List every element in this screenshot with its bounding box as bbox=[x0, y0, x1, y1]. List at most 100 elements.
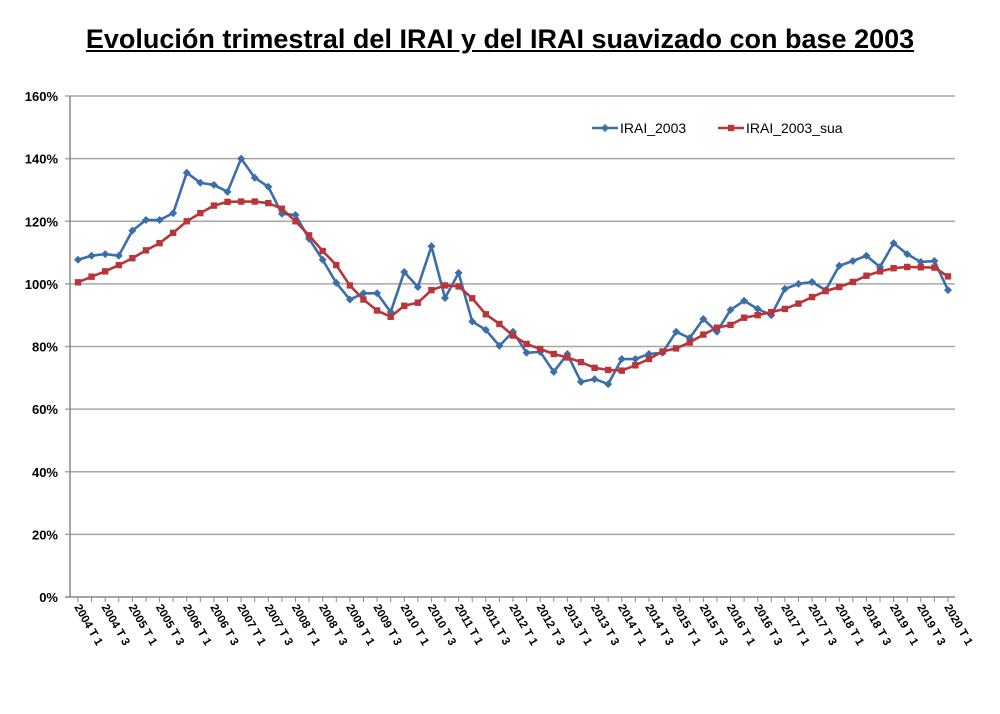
data-point bbox=[700, 331, 707, 338]
y-tick-label: 40% bbox=[32, 465, 58, 480]
data-point bbox=[549, 367, 558, 376]
data-point bbox=[373, 289, 382, 298]
data-point bbox=[780, 284, 789, 293]
data-point bbox=[849, 278, 857, 286]
data-point bbox=[142, 247, 150, 254]
data-point bbox=[224, 198, 231, 206]
data-point bbox=[74, 279, 82, 286]
data-point bbox=[223, 187, 232, 196]
data-point bbox=[726, 305, 735, 314]
data-point bbox=[87, 251, 96, 260]
data-point bbox=[944, 273, 952, 280]
data-point bbox=[618, 367, 625, 374]
data-point bbox=[944, 286, 952, 295]
y-tick-label: 100% bbox=[25, 277, 59, 292]
data-point bbox=[794, 279, 803, 288]
data-point bbox=[930, 257, 939, 266]
data-point bbox=[196, 178, 205, 187]
data-point bbox=[414, 299, 422, 306]
data-point bbox=[903, 250, 912, 259]
data-point bbox=[795, 300, 802, 307]
data-point bbox=[156, 239, 163, 247]
data-point bbox=[264, 182, 273, 191]
legend-label: IRAI_2003_sua bbox=[746, 120, 843, 136]
data-point bbox=[550, 350, 557, 358]
data-point bbox=[645, 355, 653, 363]
data-point bbox=[495, 341, 504, 350]
data-point bbox=[333, 261, 340, 269]
data-point bbox=[400, 267, 409, 276]
data-point bbox=[360, 296, 367, 303]
data-point bbox=[808, 277, 817, 286]
data-point bbox=[469, 295, 476, 302]
data-point bbox=[536, 345, 544, 353]
data-point bbox=[210, 202, 218, 209]
data-point bbox=[454, 268, 463, 277]
data-point bbox=[332, 278, 341, 287]
data-point bbox=[768, 308, 775, 316]
y-tick-label: 60% bbox=[32, 402, 58, 417]
data-point bbox=[808, 293, 816, 301]
data-point bbox=[740, 296, 749, 305]
data-point bbox=[604, 366, 612, 374]
legend-marker bbox=[601, 124, 609, 132]
data-point bbox=[441, 293, 450, 302]
data-point bbox=[292, 218, 299, 225]
data-point bbox=[753, 304, 762, 313]
data-point bbox=[754, 311, 761, 319]
data-point bbox=[359, 289, 368, 298]
data-point bbox=[863, 272, 870, 279]
data-point bbox=[345, 295, 354, 304]
data-point bbox=[115, 261, 122, 269]
data-point bbox=[713, 324, 721, 331]
data-point bbox=[209, 180, 218, 189]
y-tick-label: 160% bbox=[25, 89, 59, 104]
data-point bbox=[455, 283, 462, 290]
data-point bbox=[251, 198, 258, 205]
data-point bbox=[413, 283, 422, 292]
data-point bbox=[482, 311, 490, 318]
data-point bbox=[617, 355, 626, 364]
data-point bbox=[632, 362, 639, 369]
y-tick-label: 80% bbox=[32, 340, 58, 355]
data-point bbox=[101, 250, 110, 259]
data-point bbox=[631, 355, 640, 364]
legend-marker bbox=[728, 124, 735, 132]
data-point bbox=[822, 287, 829, 295]
data-point bbox=[141, 215, 150, 224]
data-point bbox=[577, 358, 585, 366]
legend-label: IRAI_2003 bbox=[620, 120, 686, 136]
data-point bbox=[509, 332, 517, 339]
data-point bbox=[74, 255, 82, 264]
data-point bbox=[101, 268, 109, 275]
data-point bbox=[496, 320, 503, 328]
data-point bbox=[590, 375, 599, 384]
chart-title: Evolución trimestral del IRAI y del IRAI… bbox=[85, 24, 915, 54]
data-point bbox=[523, 340, 530, 348]
data-point bbox=[237, 198, 245, 205]
data-point bbox=[576, 377, 585, 386]
data-point bbox=[183, 218, 190, 225]
data-point bbox=[836, 283, 843, 291]
data-point bbox=[441, 282, 449, 289]
data-point bbox=[889, 239, 898, 248]
series-lines bbox=[74, 154, 952, 389]
y-tick-label: 0% bbox=[39, 590, 58, 605]
data-point bbox=[427, 242, 436, 251]
data-point bbox=[659, 348, 666, 355]
y-axis-ticks: 0% 20% 40% 60% 80% 100% 120% 140% 160% bbox=[25, 89, 59, 605]
data-point bbox=[917, 264, 925, 271]
data-point bbox=[428, 286, 435, 294]
data-point bbox=[114, 251, 123, 260]
data-point bbox=[401, 302, 408, 309]
data-point bbox=[278, 205, 286, 212]
data-point bbox=[904, 263, 911, 271]
legend: IRAI_2003 IRAI_2003_sua bbox=[592, 120, 843, 136]
data-point bbox=[250, 173, 259, 182]
data-point bbox=[481, 325, 490, 334]
data-point bbox=[522, 348, 531, 357]
data-point bbox=[197, 209, 204, 217]
data-point bbox=[468, 317, 477, 326]
data-point bbox=[387, 313, 394, 320]
